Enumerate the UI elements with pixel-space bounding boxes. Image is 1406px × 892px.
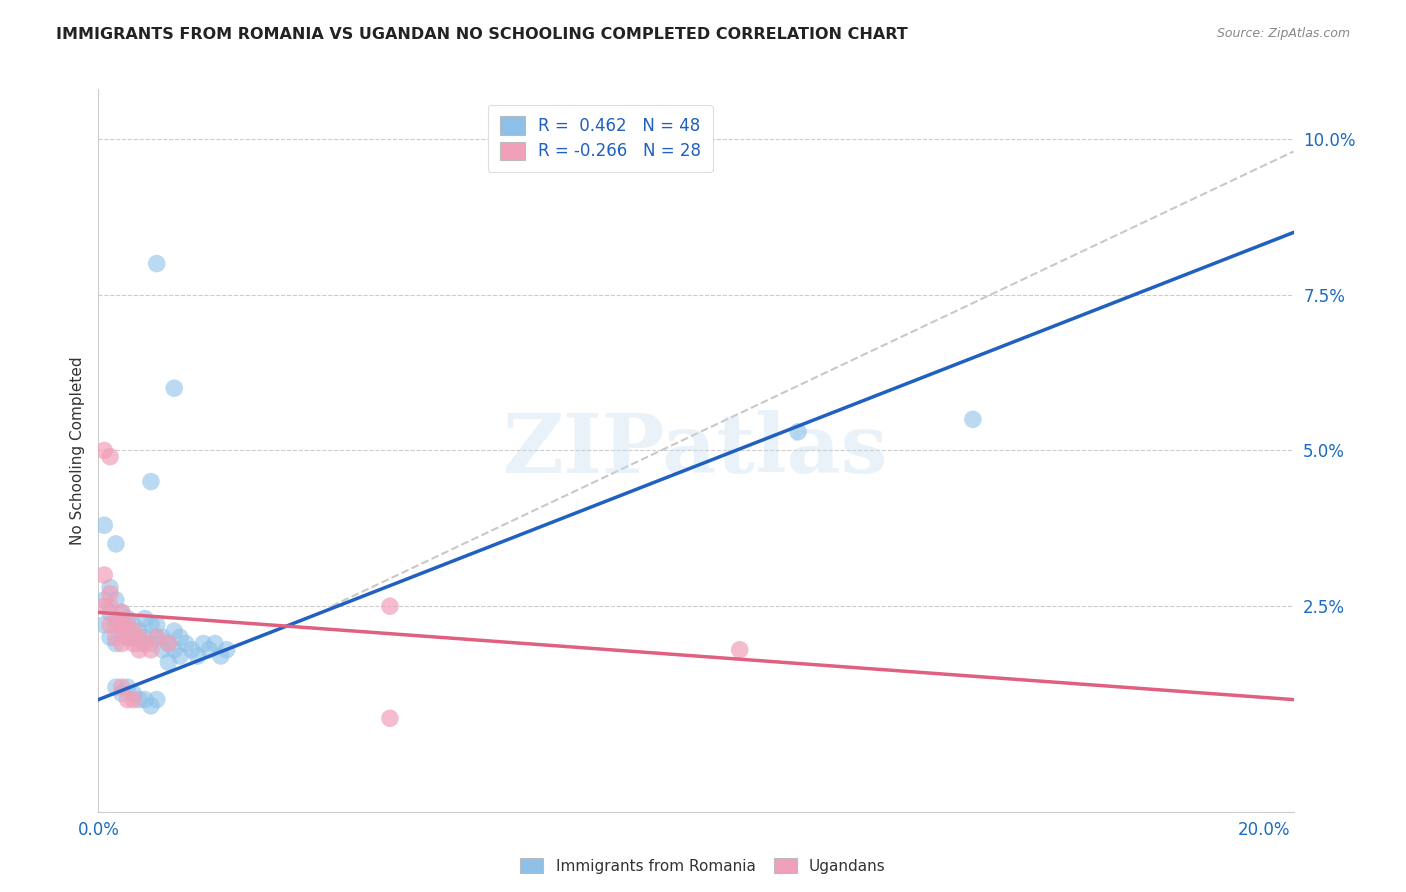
Point (157, 655, 180, 669)
Point (169, 648, 191, 663)
Point (93, 568, 115, 582)
Legend: R =  0.462   N = 48, R = -0.266   N = 28: R = 0.462 N = 48, R = -0.266 N = 28 (488, 104, 713, 172)
Point (198, 642, 221, 657)
Point (139, 475, 162, 489)
Point (163, 642, 186, 657)
Point (111, 680, 134, 694)
Point (169, 630, 191, 644)
Point (93, 443, 115, 458)
Point (117, 692, 139, 706)
Point (98, 587, 121, 601)
Point (111, 606, 134, 620)
Point (104, 537, 127, 551)
Point (93, 599, 115, 614)
Text: ZIPatlas: ZIPatlas (503, 410, 889, 491)
Point (122, 692, 145, 706)
Point (98, 450, 121, 464)
Point (145, 257, 167, 271)
Point (378, 711, 401, 725)
Point (93, 618, 115, 632)
Point (104, 630, 127, 644)
Point (145, 618, 167, 632)
Point (157, 636, 180, 650)
Point (134, 636, 156, 650)
Point (117, 618, 139, 632)
Legend: Immigrants from Romania, Ugandans: Immigrants from Romania, Ugandans (515, 852, 891, 880)
Point (111, 606, 134, 620)
Point (111, 636, 134, 650)
Point (122, 618, 145, 632)
Point (209, 648, 232, 663)
Point (122, 686, 145, 700)
Point (139, 642, 162, 657)
Point (111, 686, 134, 700)
Point (128, 692, 150, 706)
Y-axis label: No Schooling Completed: No Schooling Completed (69, 356, 84, 545)
Point (193, 636, 215, 650)
Point (787, 425, 810, 439)
Point (111, 618, 134, 632)
Point (180, 642, 202, 657)
Point (139, 618, 162, 632)
Point (104, 636, 127, 650)
Point (128, 630, 150, 644)
Point (98, 630, 121, 644)
Point (204, 636, 226, 650)
Point (104, 593, 127, 607)
Point (128, 624, 150, 639)
Point (104, 680, 127, 694)
Point (163, 624, 186, 639)
Point (152, 642, 174, 657)
Point (128, 636, 150, 650)
Point (145, 692, 167, 706)
Point (117, 630, 139, 644)
Point (139, 698, 162, 713)
Point (111, 624, 134, 639)
Point (134, 612, 156, 626)
Point (152, 630, 174, 644)
Point (117, 630, 139, 644)
Point (128, 642, 150, 657)
Point (163, 381, 186, 395)
Point (962, 412, 984, 426)
Point (98, 599, 121, 614)
Point (174, 636, 197, 650)
Point (104, 612, 127, 626)
Point (145, 630, 167, 644)
Point (98, 606, 121, 620)
Point (93, 593, 115, 607)
Point (98, 581, 121, 595)
Point (139, 636, 162, 650)
Point (186, 648, 208, 663)
Point (134, 692, 156, 706)
Point (117, 612, 139, 626)
Point (93, 518, 115, 533)
Point (122, 624, 145, 639)
Point (145, 630, 167, 644)
Point (122, 630, 145, 644)
Point (378, 599, 401, 614)
Point (104, 618, 127, 632)
Point (98, 618, 121, 632)
Point (728, 642, 751, 657)
Point (215, 642, 238, 657)
Point (122, 636, 145, 650)
Text: IMMIGRANTS FROM ROMANIA VS UGANDAN NO SCHOOLING COMPLETED CORRELATION CHART: IMMIGRANTS FROM ROMANIA VS UGANDAN NO SC… (56, 27, 908, 42)
Text: Source: ZipAtlas.com: Source: ZipAtlas.com (1216, 27, 1350, 40)
Point (134, 630, 156, 644)
Point (117, 680, 139, 694)
Point (157, 636, 180, 650)
